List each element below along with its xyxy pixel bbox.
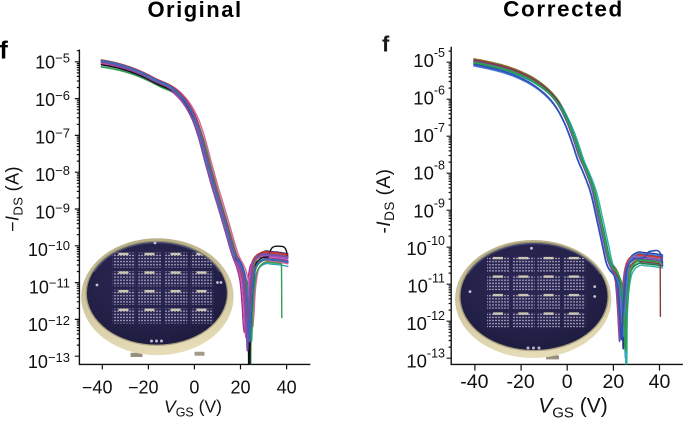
- svg-text:-IDS (A): -IDS (A): [374, 169, 397, 234]
- svg-text:0: 0: [189, 377, 199, 397]
- svg-text:20: 20: [603, 371, 625, 393]
- svg-text:0: 0: [562, 371, 573, 393]
- svg-text:f: f: [382, 31, 390, 56]
- svg-text:Original: Original: [147, 0, 242, 22]
- svg-text:Corrected: Corrected: [503, 0, 624, 22]
- svg-text:f: f: [0, 37, 9, 65]
- svg-text:-20: -20: [507, 371, 535, 393]
- svg-text:VGS (V): VGS (V): [538, 395, 608, 422]
- svg-text:40: 40: [649, 371, 671, 393]
- svg-text:−40: −40: [82, 377, 113, 397]
- svg-text:40: 40: [277, 377, 297, 397]
- svg-text:VGS (V): VGS (V): [164, 397, 222, 420]
- svg-text:20: 20: [230, 377, 250, 397]
- svg-text:-40: -40: [460, 371, 488, 393]
- svg-text:−20: −20: [128, 377, 159, 397]
